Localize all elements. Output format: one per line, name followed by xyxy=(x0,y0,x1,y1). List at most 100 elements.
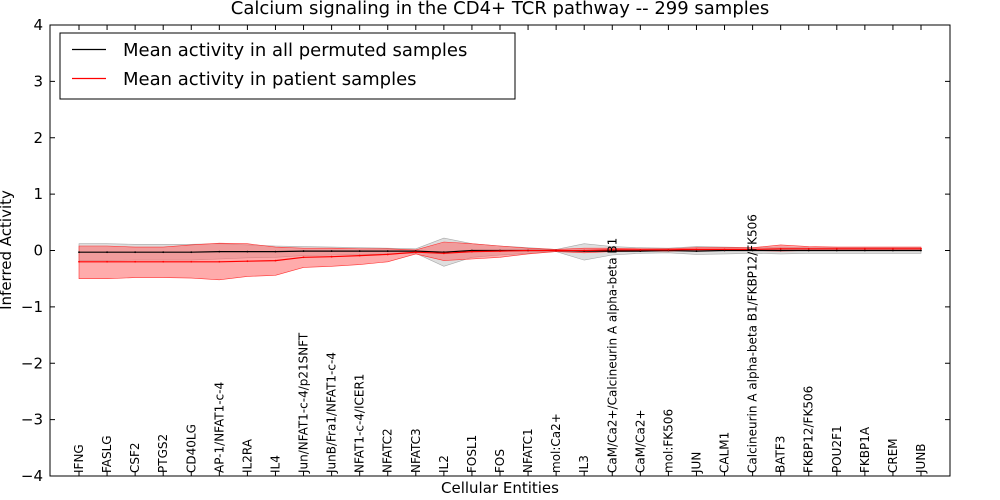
x-tick-label: CALM1 xyxy=(718,432,732,473)
y-tick-label: 3 xyxy=(33,72,43,90)
point-patient xyxy=(695,248,698,251)
x-tick-label: NFAT1-c-4/ICER1 xyxy=(353,374,367,473)
x-tick-label: IL2RA xyxy=(240,438,254,473)
legend-label-permuted: Mean activity in all permuted samples xyxy=(123,40,467,61)
y-tick-label: 2 xyxy=(33,129,43,147)
point-permuted xyxy=(106,251,108,254)
x-tick-label: CaM/Ca2+ xyxy=(633,409,647,473)
point-patient xyxy=(471,250,473,253)
point-permuted xyxy=(302,250,305,252)
y-tick-label: −2 xyxy=(21,354,43,372)
point-permuted xyxy=(892,249,894,252)
point-patient xyxy=(274,259,277,262)
y-axis: −4 −3 −2 −1 0 1 2 3 4 xyxy=(21,16,950,485)
point-patient xyxy=(583,249,586,252)
point-patient xyxy=(611,249,614,251)
legend-box xyxy=(59,32,516,100)
point-patient xyxy=(134,260,137,263)
y-tick-label: −3 xyxy=(21,411,43,429)
legend: Mean activity in all permuted samples Me… xyxy=(59,32,516,100)
point-patient xyxy=(218,260,221,263)
point-permuted xyxy=(162,251,165,254)
point-patient xyxy=(246,260,249,263)
point-permuted xyxy=(246,250,249,253)
x-tick-label: CREM xyxy=(886,438,900,473)
point-permuted xyxy=(779,249,782,252)
x-tick-label: BATF3 xyxy=(774,436,788,473)
point-permuted xyxy=(134,251,137,254)
point-patient xyxy=(639,249,642,251)
x-tick-label: POU2F1 xyxy=(830,425,844,473)
x-tick-label: FKBP1A xyxy=(858,426,872,473)
point-permuted xyxy=(330,250,333,252)
point-permuted xyxy=(863,249,866,252)
point-patient xyxy=(442,252,445,255)
point-patient xyxy=(414,251,417,254)
x-tick-label: NFATC3 xyxy=(409,428,423,473)
y-tick-label: 0 xyxy=(33,242,43,260)
point-patient xyxy=(920,247,922,250)
x-tick-label: Jun/NFAT1-c-4/p21SNFT xyxy=(297,332,311,474)
x-tick-label: NFATC1 xyxy=(521,428,535,473)
point-patient xyxy=(555,249,558,252)
point-permuted xyxy=(78,251,80,254)
point-patient xyxy=(78,260,80,263)
point-permuted xyxy=(218,250,221,253)
x-tick-label: JUNB xyxy=(914,443,928,474)
point-patient xyxy=(835,247,838,250)
x-tick-label: mol:Ca2+ xyxy=(549,413,563,473)
point-patient xyxy=(527,249,529,252)
x-tick-label: FKBP12/FK506 xyxy=(802,386,816,473)
x-tick-label: FOSL1 xyxy=(465,435,479,473)
chart-title: Calcium signaling in the CD4+ TCR pathwa… xyxy=(231,0,769,19)
point-patient xyxy=(386,253,389,256)
point-permuted xyxy=(190,251,193,254)
x-tick-label: FASLG xyxy=(100,435,114,473)
point-permuted xyxy=(358,250,361,252)
point-patient xyxy=(892,247,894,250)
point-patient xyxy=(190,260,193,263)
x-tick-label: IFNG xyxy=(72,444,86,473)
y-tick-label: −4 xyxy=(21,467,43,485)
x-axis-label: Cellular Entities xyxy=(441,479,559,497)
plot-area xyxy=(78,237,922,281)
x-tick-label: JunB/Fra1/NFAT1-c-4 xyxy=(325,352,339,474)
point-permuted xyxy=(920,249,922,252)
point-permuted xyxy=(835,249,838,252)
x-tick-label: CD40LG xyxy=(184,424,198,473)
y-tick-label: 1 xyxy=(33,185,43,203)
y-axis-label: Inferred Activity xyxy=(0,190,15,310)
point-patient xyxy=(499,250,501,252)
point-patient xyxy=(106,260,108,263)
point-permuted xyxy=(274,250,277,253)
x-tick-label: NFATC2 xyxy=(381,428,395,473)
point-patient xyxy=(162,260,165,263)
point-permuted xyxy=(807,249,810,252)
x-tick-label: CSF2 xyxy=(128,442,142,473)
x-axis: IFNG FASLG CSF2 PTGS2 CD40LG AP-1/NFAT1-c-4 IL… xyxy=(72,25,928,476)
x-tick-label: AP-1/NFAT1-c-4 xyxy=(212,382,226,473)
point-patient xyxy=(667,249,670,251)
x-tick-label: IL4 xyxy=(269,455,283,473)
point-patient xyxy=(723,248,726,251)
y-tick-label: 4 xyxy=(33,16,43,34)
x-tick-label: Calcineurin A alpha-beta B1/FKBP12/FK506 xyxy=(746,214,760,473)
point-permuted xyxy=(386,250,389,252)
x-tick-label: CaM/Ca2+/Calcineurin A alpha-beta B1 xyxy=(605,238,619,473)
point-patient xyxy=(779,247,782,250)
point-patient xyxy=(330,255,333,258)
x-tick-label: mol:FK506 xyxy=(661,409,675,473)
point-patient xyxy=(358,254,361,257)
y-tick-label: −1 xyxy=(21,298,43,316)
x-tick-label: JUN xyxy=(690,452,704,474)
x-tick-label: FOS xyxy=(493,449,507,473)
point-patient xyxy=(863,247,866,250)
x-tick-label: IL2 xyxy=(437,455,451,473)
point-permuted xyxy=(695,250,698,252)
point-patient xyxy=(302,256,305,259)
point-patient xyxy=(807,247,810,250)
x-tick-label: IL3 xyxy=(577,455,591,473)
point-patient xyxy=(751,248,754,251)
x-tick-label: PTGS2 xyxy=(156,434,170,473)
